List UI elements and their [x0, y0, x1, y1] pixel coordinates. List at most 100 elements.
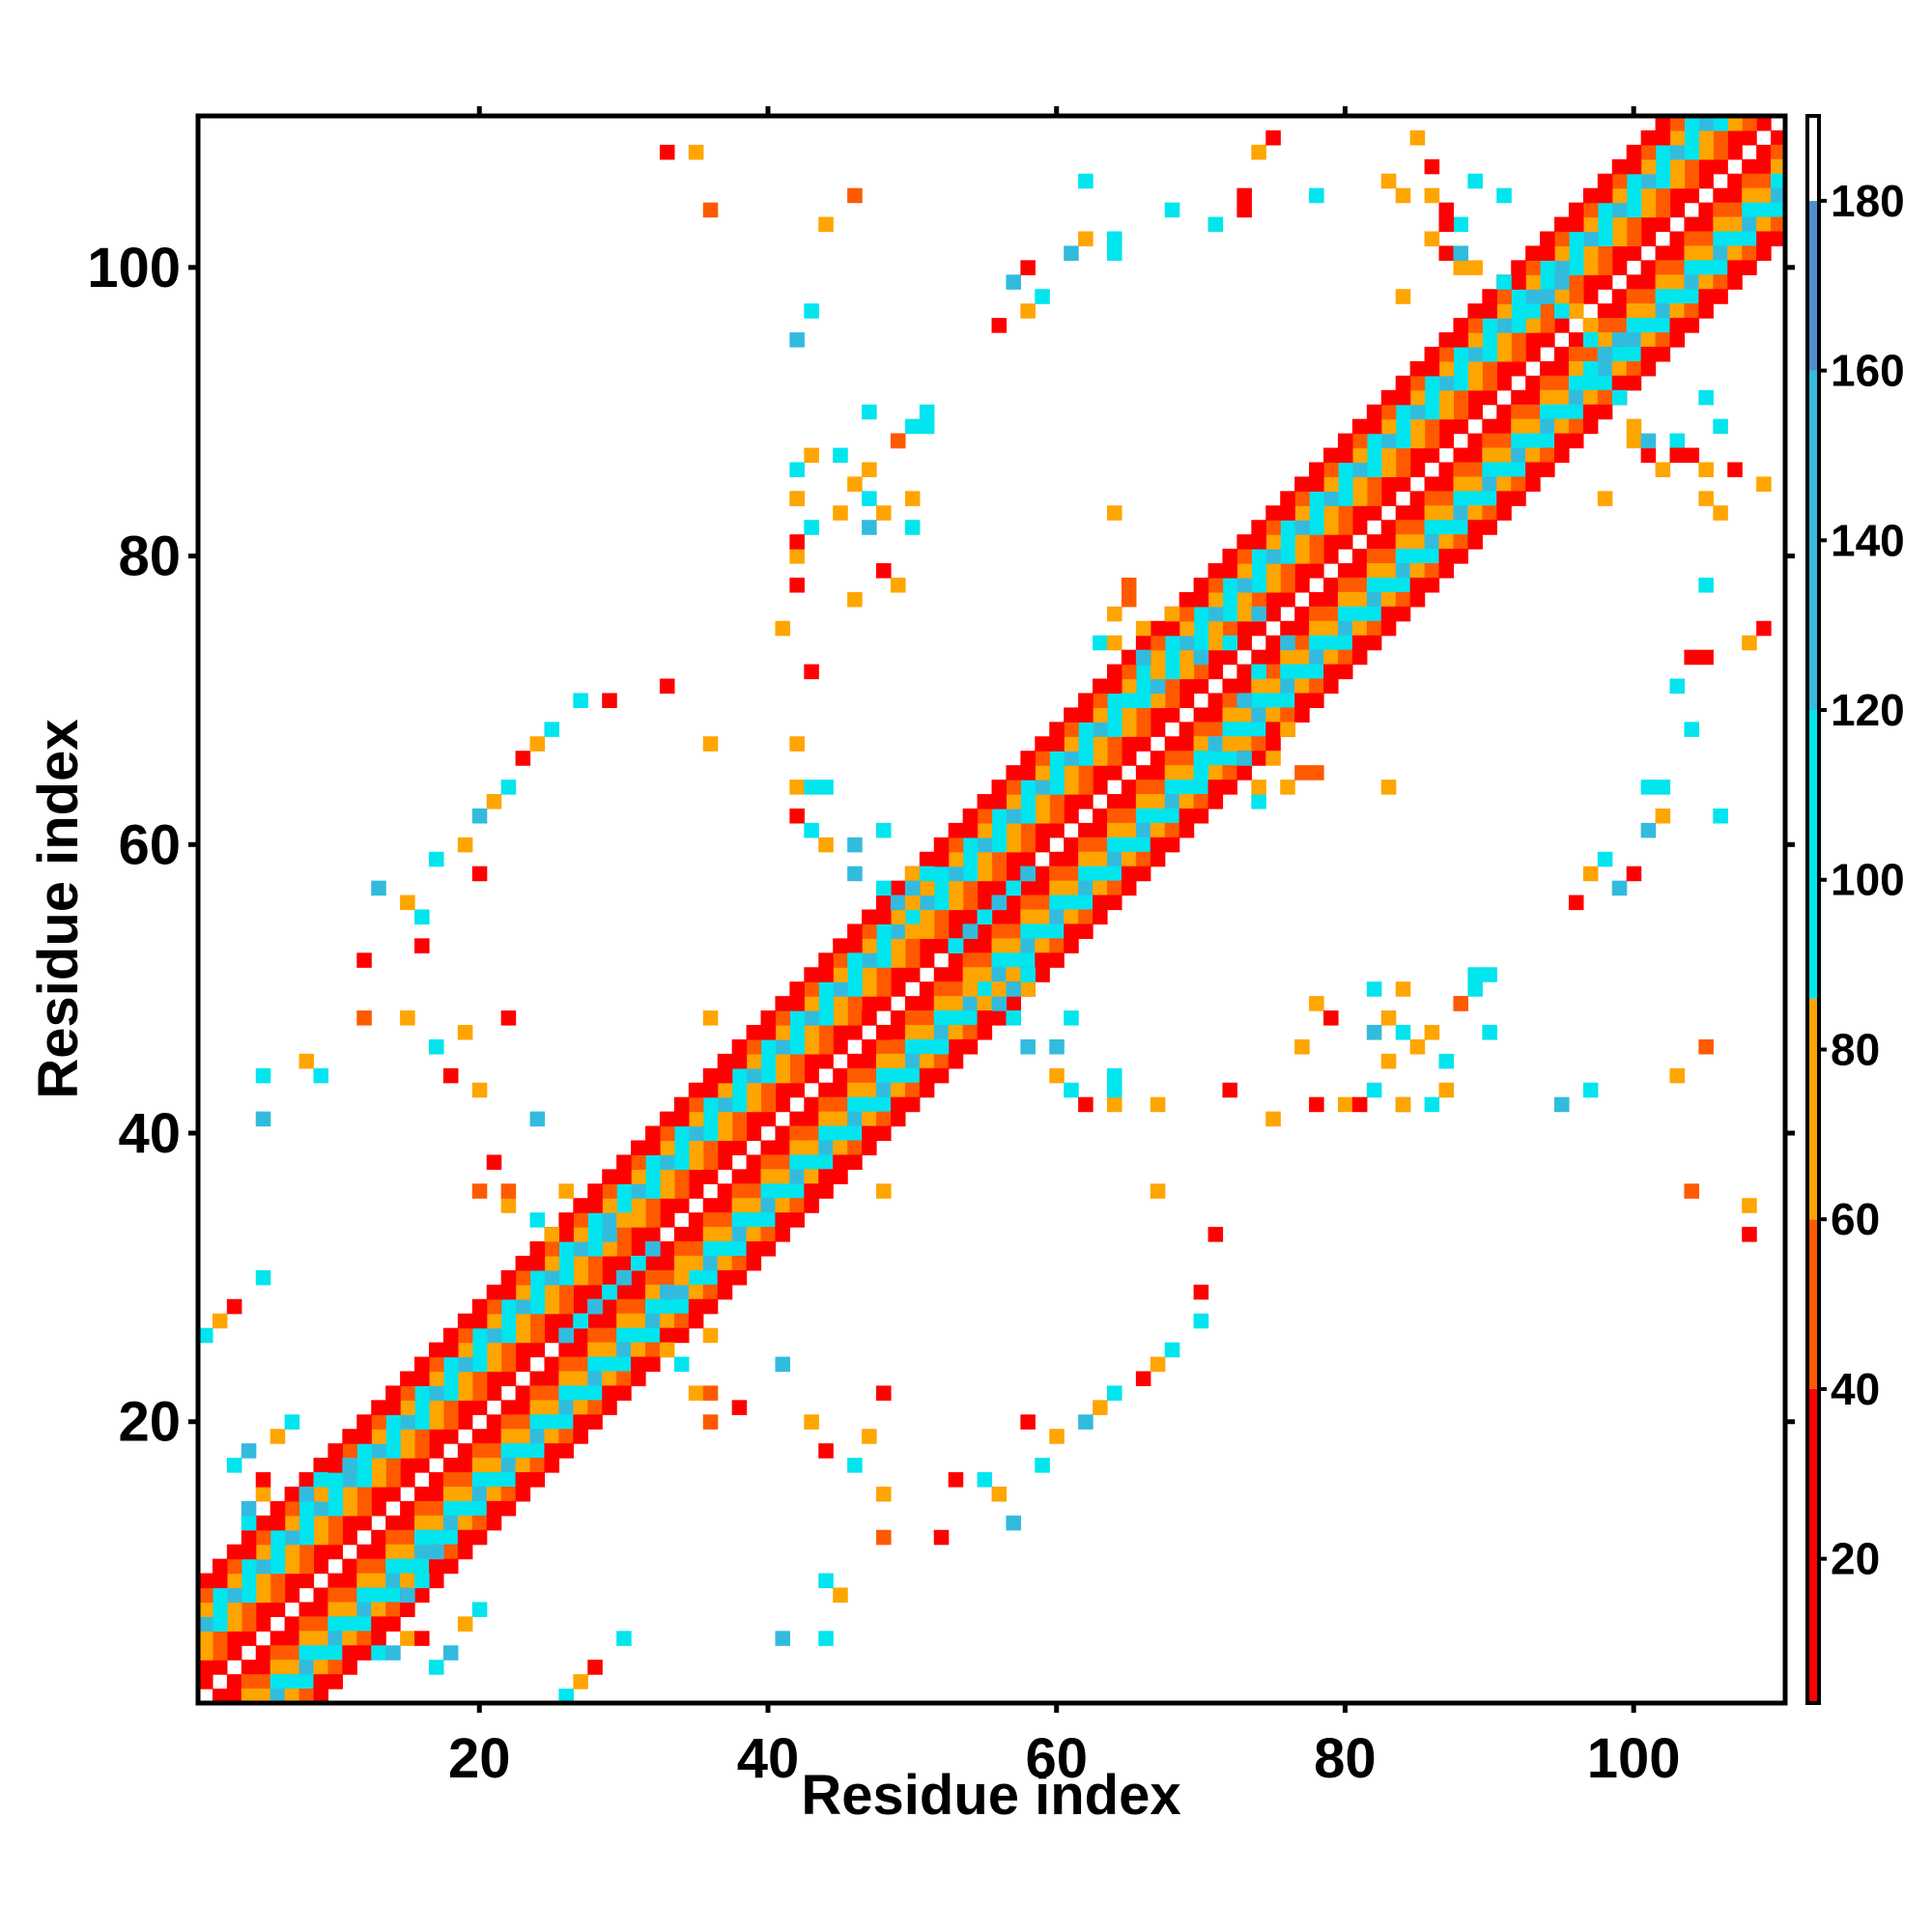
heatmap-cell — [1093, 693, 1108, 708]
heatmap-cell — [804, 520, 819, 535]
heatmap-cell — [1540, 404, 1555, 420]
heatmap-cell — [818, 1010, 834, 1026]
heatmap-cell — [1742, 231, 1757, 247]
heatmap-cell — [1496, 274, 1512, 290]
heatmap-cell — [298, 1631, 315, 1646]
heatmap-cell — [573, 1400, 588, 1415]
heatmap-cell — [1611, 318, 1628, 333]
heatmap-cell — [1035, 938, 1050, 953]
heatmap-cell — [284, 1500, 300, 1517]
heatmap-cell — [1179, 722, 1195, 737]
heatmap-cell — [833, 1024, 848, 1040]
heatmap-cell — [1655, 346, 1671, 362]
heatmap-cell — [948, 837, 964, 853]
heatmap-cell — [414, 938, 430, 953]
heatmap-cell — [385, 1458, 401, 1473]
heatmap-cell — [1395, 505, 1411, 521]
heatmap-cell — [1265, 1111, 1281, 1127]
heatmap-cell — [833, 505, 848, 521]
heatmap-cell — [862, 1067, 877, 1084]
heatmap-cell — [1626, 418, 1642, 435]
heatmap-cell — [1467, 967, 1483, 982]
heatmap-cell — [1366, 476, 1382, 492]
heatmap-cell — [414, 1573, 430, 1589]
heatmap-cell — [241, 1689, 257, 1704]
heatmap-cell — [356, 1472, 372, 1488]
heatmap-cell — [890, 880, 906, 896]
heatmap-cell — [544, 1298, 560, 1315]
heatmap-cell — [1525, 346, 1541, 362]
heatmap-cell — [1453, 332, 1468, 348]
heatmap-cell — [342, 1500, 357, 1517]
heatmap-cell — [1525, 462, 1541, 478]
heatmap-cell — [1280, 505, 1295, 521]
x-tick-label: 20 — [448, 1727, 511, 1790]
heatmap-cell — [342, 1558, 357, 1575]
heatmap-cell — [270, 1573, 286, 1589]
heatmap-cell — [414, 1529, 430, 1546]
heatmap-cell — [342, 1573, 357, 1589]
heatmap-cell — [904, 1053, 921, 1069]
heatmap-cell — [486, 1515, 502, 1531]
heatmap-cell — [1208, 563, 1224, 579]
heatmap-cell — [1121, 794, 1137, 810]
heatmap-cell — [1684, 144, 1699, 160]
heatmap-cell — [702, 736, 719, 752]
heatmap-cell — [1208, 780, 1224, 795]
heatmap-cell — [1020, 780, 1036, 795]
heatmap-cell — [1135, 837, 1151, 853]
heatmap-cell — [1597, 375, 1613, 391]
heatmap-cell — [962, 895, 979, 911]
heatmap-cell — [1568, 332, 1584, 348]
heatmap-cell — [702, 1298, 719, 1315]
heatmap-cell — [515, 1458, 531, 1473]
heatmap-cell — [876, 967, 892, 982]
heatmap-cell — [1208, 664, 1224, 680]
heatmap-cell — [486, 1458, 502, 1473]
heatmap-cell — [1525, 447, 1541, 464]
heatmap-cell — [457, 1371, 473, 1386]
heatmap-cell — [1453, 360, 1468, 377]
heatmap-cell — [833, 1111, 848, 1127]
heatmap-cell — [818, 1111, 834, 1127]
heatmap-cell — [471, 1183, 488, 1199]
heatmap-cell — [1380, 563, 1397, 579]
heatmap-cell — [1222, 606, 1238, 622]
heatmap-cell — [1106, 1096, 1122, 1113]
heatmap-cell — [731, 1067, 748, 1084]
heatmap-cell — [977, 1472, 993, 1488]
heatmap-cell — [1309, 563, 1324, 579]
heatmap-cell — [890, 895, 906, 911]
heatmap-cell — [1713, 144, 1728, 160]
x-tick-label: 60 — [1025, 1727, 1088, 1790]
heatmap-cell — [500, 1284, 517, 1300]
heatmap-cell — [1179, 736, 1195, 752]
heatmap-cell — [544, 1356, 560, 1373]
heatmap-cell — [746, 1183, 762, 1199]
heatmap-cell — [241, 1529, 257, 1546]
heatmap-cell — [212, 1660, 228, 1675]
heatmap-cell — [400, 1602, 415, 1617]
heatmap-cell — [1106, 765, 1122, 781]
heatmap-cell — [746, 1198, 762, 1213]
heatmap-cell — [616, 1198, 632, 1213]
heatmap-cell — [327, 1458, 343, 1473]
heatmap-cell — [529, 1298, 546, 1315]
heatmap-cell — [833, 938, 848, 953]
heatmap-cell — [904, 895, 921, 911]
heatmap-cell — [1511, 476, 1526, 492]
heatmap-cell — [529, 1212, 546, 1228]
colorbar-band — [1807, 116, 1819, 201]
heatmap-cell — [558, 1400, 574, 1415]
heatmap-cell — [255, 1486, 271, 1502]
heatmap-cell — [1280, 520, 1295, 535]
heatmap-cell — [746, 1169, 762, 1184]
heatmap-cell — [1323, 534, 1339, 550]
heatmap-cell — [1482, 318, 1497, 333]
heatmap-cell — [1611, 880, 1628, 896]
heatmap-cell — [1467, 534, 1483, 550]
heatmap-cell — [933, 1024, 950, 1040]
heatmap-cell — [1611, 245, 1628, 261]
heatmap-cell — [1049, 794, 1065, 810]
heatmap-cell — [1568, 418, 1584, 435]
